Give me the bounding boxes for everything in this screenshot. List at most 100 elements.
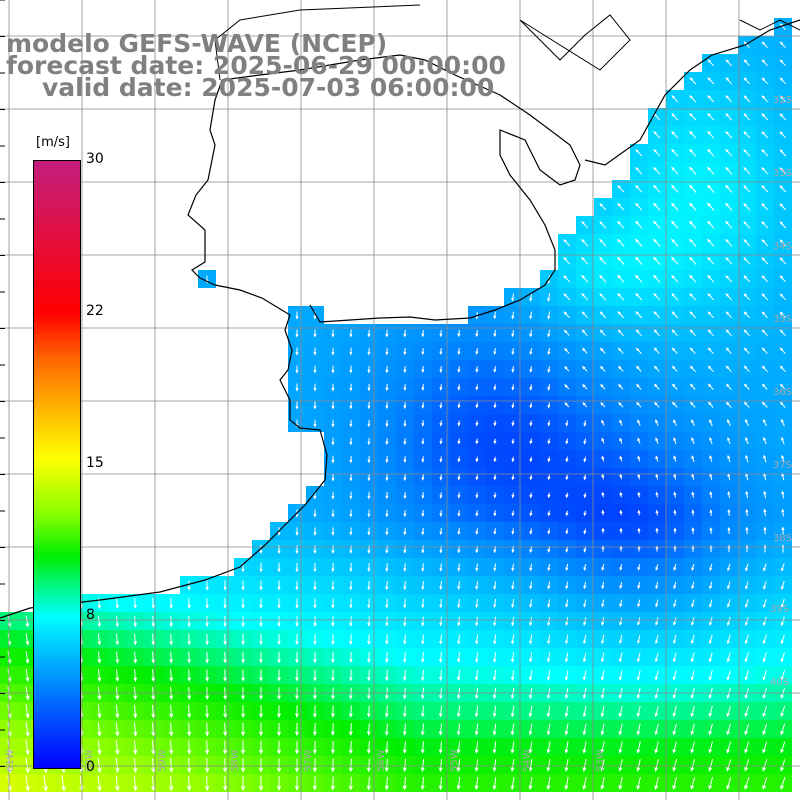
wind-arrow [582,347,588,354]
wind-arrow [115,633,120,646]
wind-arrow [689,238,697,247]
wind-arrow [366,705,371,718]
wind-arrow [259,562,263,573]
wind-arrow [511,563,515,572]
wind-arrow [133,598,137,609]
wind-arrow [439,420,443,427]
wind-arrow [707,274,715,283]
wind-arrow [565,510,569,517]
wind-arrow [331,401,335,410]
wind-arrow [403,634,407,645]
wind-arrow [600,723,605,736]
wind-arrow [276,740,282,755]
wind-arrow [708,741,713,754]
wind-arrow [691,455,695,462]
wind-arrow [439,492,443,499]
wind-arrow [294,722,299,737]
wind-arrow [709,491,713,498]
wind-arrow [457,329,461,338]
wind-arrow [367,634,371,645]
wind-arrow [636,741,641,754]
wind-arrow [564,759,569,772]
wind-arrow [348,758,353,773]
wind-arrow [349,509,353,518]
wind-arrow [671,311,679,319]
wind-arrow [689,202,697,211]
wind-arrow [169,704,174,719]
wind-arrow [313,347,317,356]
wind-arrow [691,563,695,572]
wind-arrow [349,634,353,645]
wind-arrow [475,598,479,609]
wind-arrow [25,704,30,719]
wind-arrow [546,670,551,681]
wind-arrow [457,456,461,463]
wind-arrow [654,723,659,736]
wind-arrow [655,491,659,498]
wind-arrow [169,633,173,646]
wind-arrow [583,599,587,608]
wind-arrow [619,509,623,516]
wind-arrow [510,741,515,754]
wind-arrow [475,652,479,663]
wind-arrow [529,599,533,608]
wind-arrow [689,293,697,301]
wind-arrow [475,384,479,391]
wind-arrow [779,239,786,247]
wind-arrow [349,527,353,536]
wind-arrow [653,256,661,265]
wind-arrow [349,598,353,609]
wind-arrow [258,740,264,755]
wind-arrow [618,759,623,772]
wind-arrow [150,758,156,774]
wind-arrow [403,384,407,392]
wind-arrow [761,293,768,301]
wind-arrow [475,634,479,645]
wind-arrow [635,149,643,157]
wind-arrow [618,670,623,681]
wind-arrow [691,581,695,590]
wind-arrow [600,365,606,372]
wind-arrow [223,633,227,646]
wind-arrow [529,384,533,391]
wind-arrow [781,526,785,535]
wind-arrow [259,580,263,591]
wind-arrow [313,634,317,646]
wind-arrow [689,184,697,193]
wind-arrow [653,311,661,319]
wind-arrow [743,113,751,121]
wind-arrow [547,420,551,427]
wind-arrow [25,633,30,646]
wind-arrow [223,669,227,682]
wind-arrow [617,256,625,265]
wind-arrow [367,365,371,374]
wind-arrow [636,401,642,408]
wind-arrow [779,275,786,283]
wind-arrow [312,705,317,718]
wind-arrow [511,581,515,590]
wind-arrow [653,329,660,337]
wind-arrow [546,741,551,754]
wind-arrow [385,527,389,536]
wind-arrow [331,437,335,446]
wind-arrow [367,347,371,356]
wind-arrow [708,670,713,681]
wind-arrow [725,256,733,265]
wind-arrow [673,599,677,608]
wind-arrow [205,669,210,682]
wind-arrow [474,741,479,754]
wind-arrow [726,741,732,754]
wind-arrow [618,705,623,718]
wind-arrow [204,758,210,773]
wind-arrow [707,77,715,85]
wind-arrow [349,365,353,374]
wind-arrow [510,759,515,772]
wind-arrow [547,634,551,645]
wind-arrow [707,347,714,355]
wind-arrow [241,669,245,682]
wind-arrow [672,383,678,390]
wind-arrow [529,474,533,481]
wind-arrow [636,652,641,663]
wind-arrow [655,617,659,626]
wind-arrow [689,383,696,390]
